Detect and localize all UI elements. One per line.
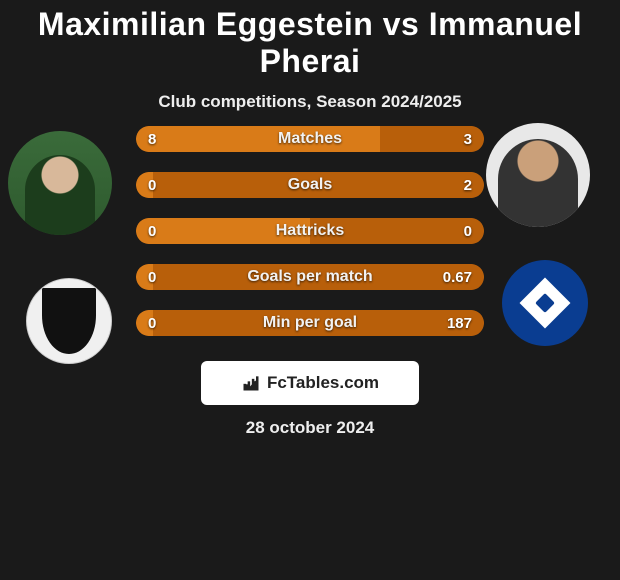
player-left-avatar xyxy=(8,131,112,235)
club-left-badge xyxy=(26,278,112,364)
stat-label: Hattricks xyxy=(136,218,484,244)
stat-label: Goals xyxy=(136,172,484,198)
stat-label: Min per goal xyxy=(136,310,484,336)
stat-row: 00Hattricks xyxy=(136,218,484,244)
stat-row: 0187Min per goal xyxy=(136,310,484,336)
date-label: 28 october 2024 xyxy=(0,418,620,438)
stat-label: Matches xyxy=(136,126,484,152)
club-right-badge xyxy=(502,260,588,346)
stat-row: 83Matches xyxy=(136,126,484,152)
player-right-avatar xyxy=(486,123,590,227)
source-label: FcTables.com xyxy=(267,373,379,393)
comparison-bars: 83Matches 02Goals 00Hattricks 00.67Goals pe… xyxy=(136,126,484,356)
chart-icon xyxy=(241,373,261,393)
page-title: Maximilian Eggestein vs Immanuel Pherai xyxy=(0,0,620,80)
source-badge: FcTables.com xyxy=(201,361,419,405)
subtitle: Club competitions, Season 2024/2025 xyxy=(0,92,620,112)
stat-label: Goals per match xyxy=(136,264,484,290)
stat-row: 00.67Goals per match xyxy=(136,264,484,290)
stat-row: 02Goals xyxy=(136,172,484,198)
